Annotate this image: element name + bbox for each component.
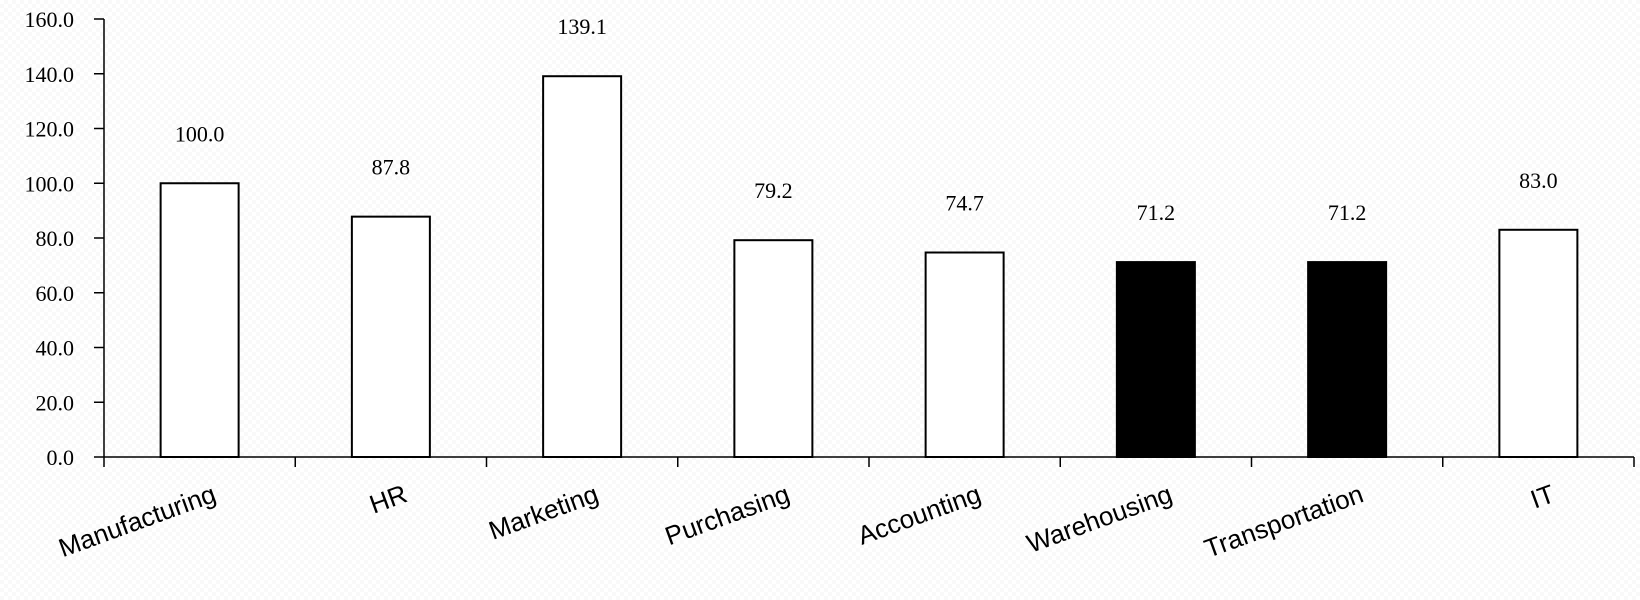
- y-tick-label: 20.0: [36, 390, 75, 415]
- category-label: HR: [365, 478, 411, 519]
- category-label: Marketing: [485, 478, 603, 545]
- data-label: 87.8: [372, 155, 411, 180]
- y-tick-label: 0.0: [47, 445, 75, 470]
- bar: [542, 75, 623, 459]
- category-label: Accounting: [854, 478, 985, 550]
- bar: [1115, 261, 1196, 458]
- data-label: 71.2: [1137, 200, 1176, 225]
- data-label: 79.2: [754, 178, 793, 203]
- category-label: Transportation: [1200, 478, 1367, 563]
- bar: [1307, 261, 1388, 458]
- bars: [159, 75, 1579, 459]
- bar: [1498, 228, 1579, 458]
- y-tick-label: 80.0: [36, 226, 75, 251]
- category-label: IT: [1526, 478, 1558, 514]
- y-tick-label: 120.0: [25, 117, 75, 142]
- y-tick-label: 60.0: [36, 281, 75, 306]
- category-label: Purchasing: [661, 478, 793, 551]
- data-label: 83.0: [1519, 168, 1558, 193]
- data-label: 71.2: [1328, 200, 1367, 225]
- data-labels: 100.0 87.8 139.1 79.2 74.7 71.2 71.2 83.0: [175, 14, 1558, 225]
- y-tick-label: 140.0: [25, 62, 75, 87]
- y-axis: 0.0 20.0 40.0 60.0 80.0 100.0 120.0 140.0 160.0: [25, 7, 105, 470]
- bar: [924, 251, 1005, 458]
- x-axis: [103, 456, 1635, 467]
- bar: [159, 182, 240, 458]
- category-labels: Manufacturing HR Marketing Purchasing Accoun…: [55, 478, 1559, 563]
- data-label: 139.1: [557, 14, 607, 39]
- y-tick-label: 100.0: [25, 171, 75, 196]
- bar: [350, 215, 431, 458]
- data-label: 100.0: [175, 121, 225, 146]
- data-label: 74.7: [945, 191, 984, 216]
- y-tick-label: 160.0: [25, 7, 75, 32]
- category-label: Manufacturing: [55, 478, 220, 563]
- y-tick-label: 40.0: [36, 336, 75, 361]
- bar: [733, 239, 814, 458]
- category-label: Warehousing: [1023, 478, 1176, 558]
